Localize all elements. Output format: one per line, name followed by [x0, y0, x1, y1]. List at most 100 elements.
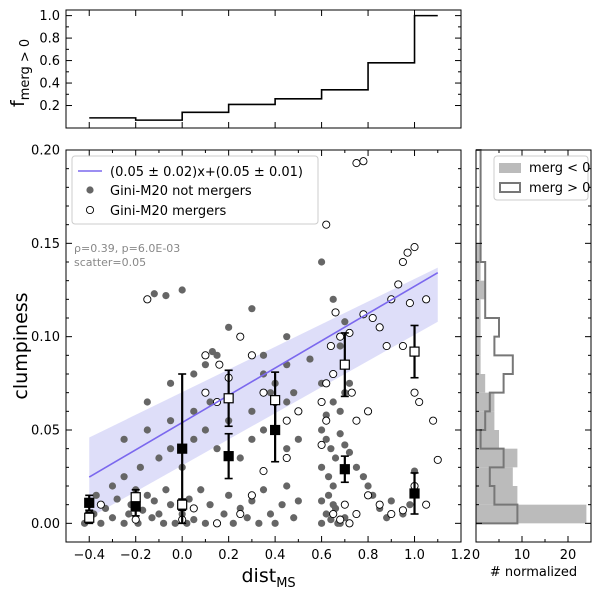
- not-merger-point: [236, 454, 244, 462]
- hist-not-merger-bar: [476, 336, 481, 356]
- not-merger-point: [341, 318, 349, 326]
- merger-point: [331, 308, 340, 317]
- not-merger-point: [317, 426, 326, 434]
- not-merger-point: [162, 292, 170, 300]
- top-ylabel: fmerg > 0: [7, 39, 33, 107]
- merger-point: [387, 509, 396, 519]
- not-merger-point: [166, 379, 175, 387]
- right-xtick-label: 20: [560, 548, 577, 563]
- legend-fit-label: (0.05 ± 0.02)x+(0.05 ± 0.01): [110, 165, 303, 180]
- binned-not-merger-marker: [177, 443, 188, 454]
- hist-not-merger-bar: [476, 299, 481, 318]
- not-merger-point: [155, 454, 163, 462]
- not-merger-point: [336, 342, 344, 350]
- not-merger-point: [317, 258, 326, 266]
- binned-merger-marker: [339, 359, 350, 370]
- merger-point: [364, 491, 373, 500]
- hist-not-merger-bar: [476, 467, 513, 486]
- merger-point: [375, 500, 384, 509]
- main-xtick-label: 1.2: [451, 548, 472, 563]
- main-axes-frame: [65, 149, 462, 543]
- hist-not-merger-bar: [476, 262, 481, 281]
- merger-point: [215, 360, 224, 369]
- not-merger-point: [162, 486, 170, 494]
- not-merger-point: [150, 497, 158, 505]
- not-merger-point: [329, 482, 337, 490]
- not-merger-point: [294, 497, 302, 505]
- not-merger-point: [266, 389, 275, 397]
- merger-point: [247, 491, 256, 500]
- merger-point: [364, 407, 373, 416]
- merger-point: [359, 157, 368, 166]
- not-merger-point: [271, 519, 279, 527]
- merger-point: [405, 299, 414, 308]
- hist-not-merger-bar: [476, 355, 481, 374]
- main-ytick-label: 0.15: [31, 237, 60, 252]
- hist-not-merger-bar: [476, 392, 495, 412]
- not-merger-point: [345, 379, 354, 387]
- merger-point: [317, 440, 326, 449]
- merger-point: [429, 416, 438, 425]
- main-ytick-label: 0.00: [31, 517, 60, 532]
- merger-point: [294, 407, 303, 416]
- not-merger-point: [201, 361, 210, 369]
- merger-point: [433, 455, 442, 464]
- not-merger-point: [322, 411, 330, 419]
- top-ytick-label: 0.8: [39, 32, 60, 47]
- not-merger-point: [324, 473, 333, 481]
- binned-not-merger-marker: [339, 464, 350, 475]
- not-merger-point: [283, 398, 291, 406]
- not-merger-point: [248, 407, 256, 415]
- merger-point: [212, 519, 222, 528]
- hist-not-merger-bar: [476, 448, 518, 468]
- main-ytick-label: 0.10: [31, 330, 60, 345]
- right-xtick-label: 10: [514, 548, 531, 563]
- legend-merger-marker: [85, 205, 95, 215]
- not-merger-point: [359, 473, 368, 481]
- not-merger-point: [190, 516, 198, 524]
- not-merger-point: [201, 519, 210, 527]
- merger-point: [422, 295, 431, 304]
- not-merger-point: [341, 441, 349, 449]
- not-merger-point: [406, 501, 414, 509]
- merger-point: [96, 500, 105, 509]
- main-xtick-label: 1.0: [404, 548, 425, 563]
- legend-not-merger-label: Gini-M20 not mergers: [110, 184, 252, 199]
- not-merger-point: [97, 519, 105, 527]
- not-merger-point: [259, 486, 268, 494]
- not-merger-point: [190, 435, 198, 443]
- not-merger-point: [201, 426, 210, 434]
- not-merger-point: [255, 519, 263, 527]
- not-merger-point: [322, 510, 330, 518]
- legend-hist-outline-label: merg > 0: [529, 181, 590, 196]
- right-axes-frame: [475, 149, 592, 543]
- main-plot-area: [80, 157, 442, 528]
- right-xlabel: # normalized: [490, 565, 577, 580]
- not-merger-point: [327, 445, 335, 453]
- merger-point: [329, 509, 338, 519]
- merger-point: [336, 332, 345, 341]
- top-ytick-label: 0.4: [39, 77, 60, 92]
- not-merger-point: [248, 435, 256, 443]
- not-merger-point: [283, 333, 291, 341]
- not-merger-point: [166, 417, 175, 425]
- not-merger-point: [120, 473, 128, 481]
- not-merger-point: [259, 351, 268, 359]
- merger-point: [189, 504, 198, 513]
- merger-point: [247, 351, 256, 360]
- hist-merger-outline: [476, 149, 519, 525]
- not-merger-point: [248, 305, 256, 313]
- not-merger-point: [150, 290, 158, 298]
- main-xlabel: distMS: [242, 565, 296, 591]
- merger-point: [259, 388, 268, 397]
- merger-point: [201, 351, 210, 360]
- not-merger-point: [329, 295, 337, 303]
- fit-line: [88, 271, 439, 478]
- not-merger-point: [259, 426, 268, 434]
- legend-hist-filled-swatch: [499, 163, 521, 173]
- hist-not-merger-bar: [476, 430, 499, 449]
- merger-point: [352, 416, 361, 425]
- not-merger-point: [155, 510, 163, 518]
- not-merger-point: [190, 407, 198, 415]
